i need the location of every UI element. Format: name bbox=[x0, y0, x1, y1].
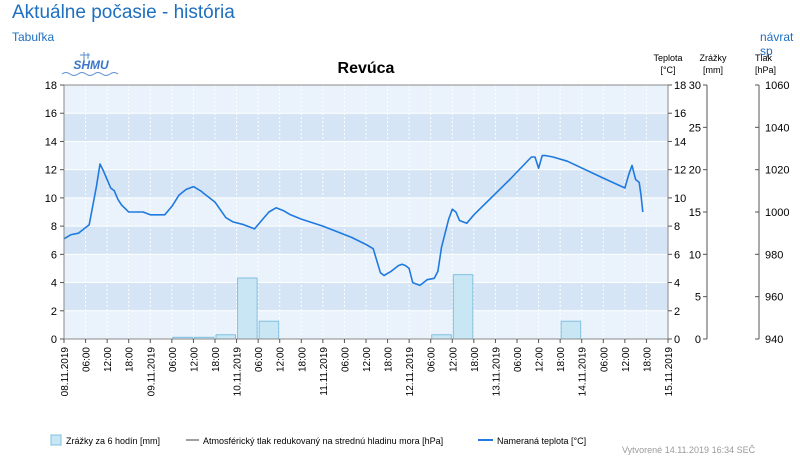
pressure-tick-label: 1040 bbox=[765, 122, 789, 134]
x-tick-label: 11.11.2019 bbox=[319, 347, 330, 396]
y-tick-label-left: 4 bbox=[51, 278, 57, 290]
precipitation-bar bbox=[560, 320, 582, 340]
y-tick-label-left: 8 bbox=[51, 221, 57, 233]
pressure-tick-label: 940 bbox=[765, 334, 783, 346]
x-tick-label: 12:00 bbox=[103, 347, 114, 372]
footer-created: Vytvorené 14.11.2019 16:34 SEČ bbox=[622, 445, 756, 455]
x-tick-label: 18:00 bbox=[384, 347, 395, 372]
x-tick-label: 10.11.2019 bbox=[233, 347, 244, 397]
x-tick-label: 08.11.2019 bbox=[60, 347, 71, 397]
pressure-axis-label: Tlak bbox=[755, 53, 773, 63]
x-tick-label: 12:00 bbox=[448, 347, 459, 372]
x-tick-label: 12:00 bbox=[276, 347, 287, 372]
pressure-tick-label: 960 bbox=[765, 292, 783, 304]
precipitation-bar bbox=[452, 274, 474, 340]
y-tick-label-right: 18 bbox=[674, 80, 686, 92]
legend-precipitation-label: Zrážky za 6 hodín [mm] bbox=[66, 436, 160, 446]
pressure-tick-label: 1000 bbox=[765, 207, 789, 219]
temperature-line bbox=[63, 154, 644, 287]
precipitation-axis-unit: [mm] bbox=[703, 65, 723, 75]
y-tick-label-left: 2 bbox=[51, 306, 57, 318]
x-tick-label: 15.11.2019 bbox=[664, 347, 675, 397]
pressure-tick-label: 980 bbox=[765, 249, 783, 261]
x-tick-label: 12:00 bbox=[189, 347, 200, 372]
x-tick-label: 18:00 bbox=[556, 347, 567, 372]
precipitation-tick-label: 30 bbox=[689, 80, 701, 92]
x-tick-label: 13.11.2019 bbox=[491, 347, 502, 397]
x-tick-label: 18:00 bbox=[642, 347, 653, 372]
back-link[interactable]: návrat sp bbox=[760, 30, 794, 58]
x-tick-label: 18:00 bbox=[297, 347, 308, 372]
shmu-logo-icon: SHMU bbox=[61, 52, 119, 76]
x-tick-label: 06:00 bbox=[340, 347, 351, 372]
x-tick-label: 14.11.2019 bbox=[578, 347, 589, 397]
x-tick-label: 09.11.2019 bbox=[146, 347, 157, 397]
table-link[interactable]: Tabuľka bbox=[12, 30, 55, 44]
y-tick-label-left: 12 bbox=[45, 165, 57, 177]
x-tick-label: 12:00 bbox=[621, 347, 632, 372]
y-tick-label-left: 18 bbox=[45, 80, 57, 92]
y-tick-label-right: 12 bbox=[674, 165, 686, 177]
precipitation-tick-label: 25 bbox=[689, 122, 701, 134]
logo-text: SHMU bbox=[73, 58, 109, 72]
precipitation-bar bbox=[237, 277, 258, 340]
precipitation-bar bbox=[215, 334, 237, 340]
x-tick-label: 18:00 bbox=[125, 347, 136, 372]
x-tick-label: 06:00 bbox=[427, 347, 438, 372]
temperature-axis-label: Teplota bbox=[653, 53, 682, 63]
precipitation-bar bbox=[431, 334, 452, 340]
y-tick-label-left: 10 bbox=[45, 193, 57, 205]
legend-precipitation-swatch bbox=[50, 434, 62, 446]
chart-title: Revúca bbox=[338, 60, 395, 77]
pressure-axis-unit: [hPa] bbox=[755, 65, 776, 75]
x-tick-label: 06:00 bbox=[599, 347, 610, 372]
y-tick-label-right: 0 bbox=[674, 334, 680, 346]
y-tick-label-left: 14 bbox=[45, 136, 57, 148]
y-tick-label-right: 6 bbox=[674, 249, 680, 261]
y-tick-label-right: 10 bbox=[674, 193, 686, 205]
precipitation-axis-label: Zrážky bbox=[700, 53, 728, 63]
legend-pressure-label: Atmosférický tlak redukovaný na strednú … bbox=[203, 436, 443, 446]
x-tick-label: 12:00 bbox=[535, 347, 546, 372]
precipitation-tick-label: 20 bbox=[689, 165, 701, 177]
x-tick-label: 06:00 bbox=[254, 347, 265, 372]
x-tick-label: 06:00 bbox=[168, 347, 179, 372]
pressure-tick-label: 1020 bbox=[765, 165, 789, 177]
precipitation-tick-label: 0 bbox=[695, 334, 701, 346]
legend-temperature-label: Nameraná teplota [°C] bbox=[497, 436, 586, 446]
precipitation-bar bbox=[258, 320, 280, 340]
x-tick-label: 06:00 bbox=[513, 347, 524, 372]
page-title: Aktuálne počasie - história bbox=[12, 2, 235, 23]
y-tick-label-right: 16 bbox=[674, 108, 686, 120]
y-tick-label-right: 2 bbox=[674, 306, 680, 318]
x-tick-label: 18:00 bbox=[470, 347, 481, 372]
x-tick-label: 06:00 bbox=[82, 347, 93, 372]
x-tick-label: 12:00 bbox=[362, 347, 373, 372]
y-tick-label-left: 6 bbox=[51, 249, 57, 261]
precipitation-tick-label: 10 bbox=[689, 249, 701, 261]
y-tick-label-right: 8 bbox=[674, 221, 680, 233]
y-tick-label-left: 0 bbox=[51, 334, 57, 346]
x-tick-label: 18:00 bbox=[211, 347, 222, 372]
x-tick-label: 12.11.2019 bbox=[405, 347, 416, 397]
precipitation-tick-label: 15 bbox=[689, 207, 701, 219]
y-tick-label-right: 14 bbox=[674, 136, 686, 148]
y-tick-label-left: 16 bbox=[45, 108, 57, 120]
y-tick-label-right: 4 bbox=[674, 278, 680, 290]
precipitation-tick-label: 5 bbox=[695, 292, 701, 304]
temperature-axis-unit: [°C] bbox=[660, 65, 675, 75]
pressure-tick-label: 1060 bbox=[765, 80, 789, 92]
